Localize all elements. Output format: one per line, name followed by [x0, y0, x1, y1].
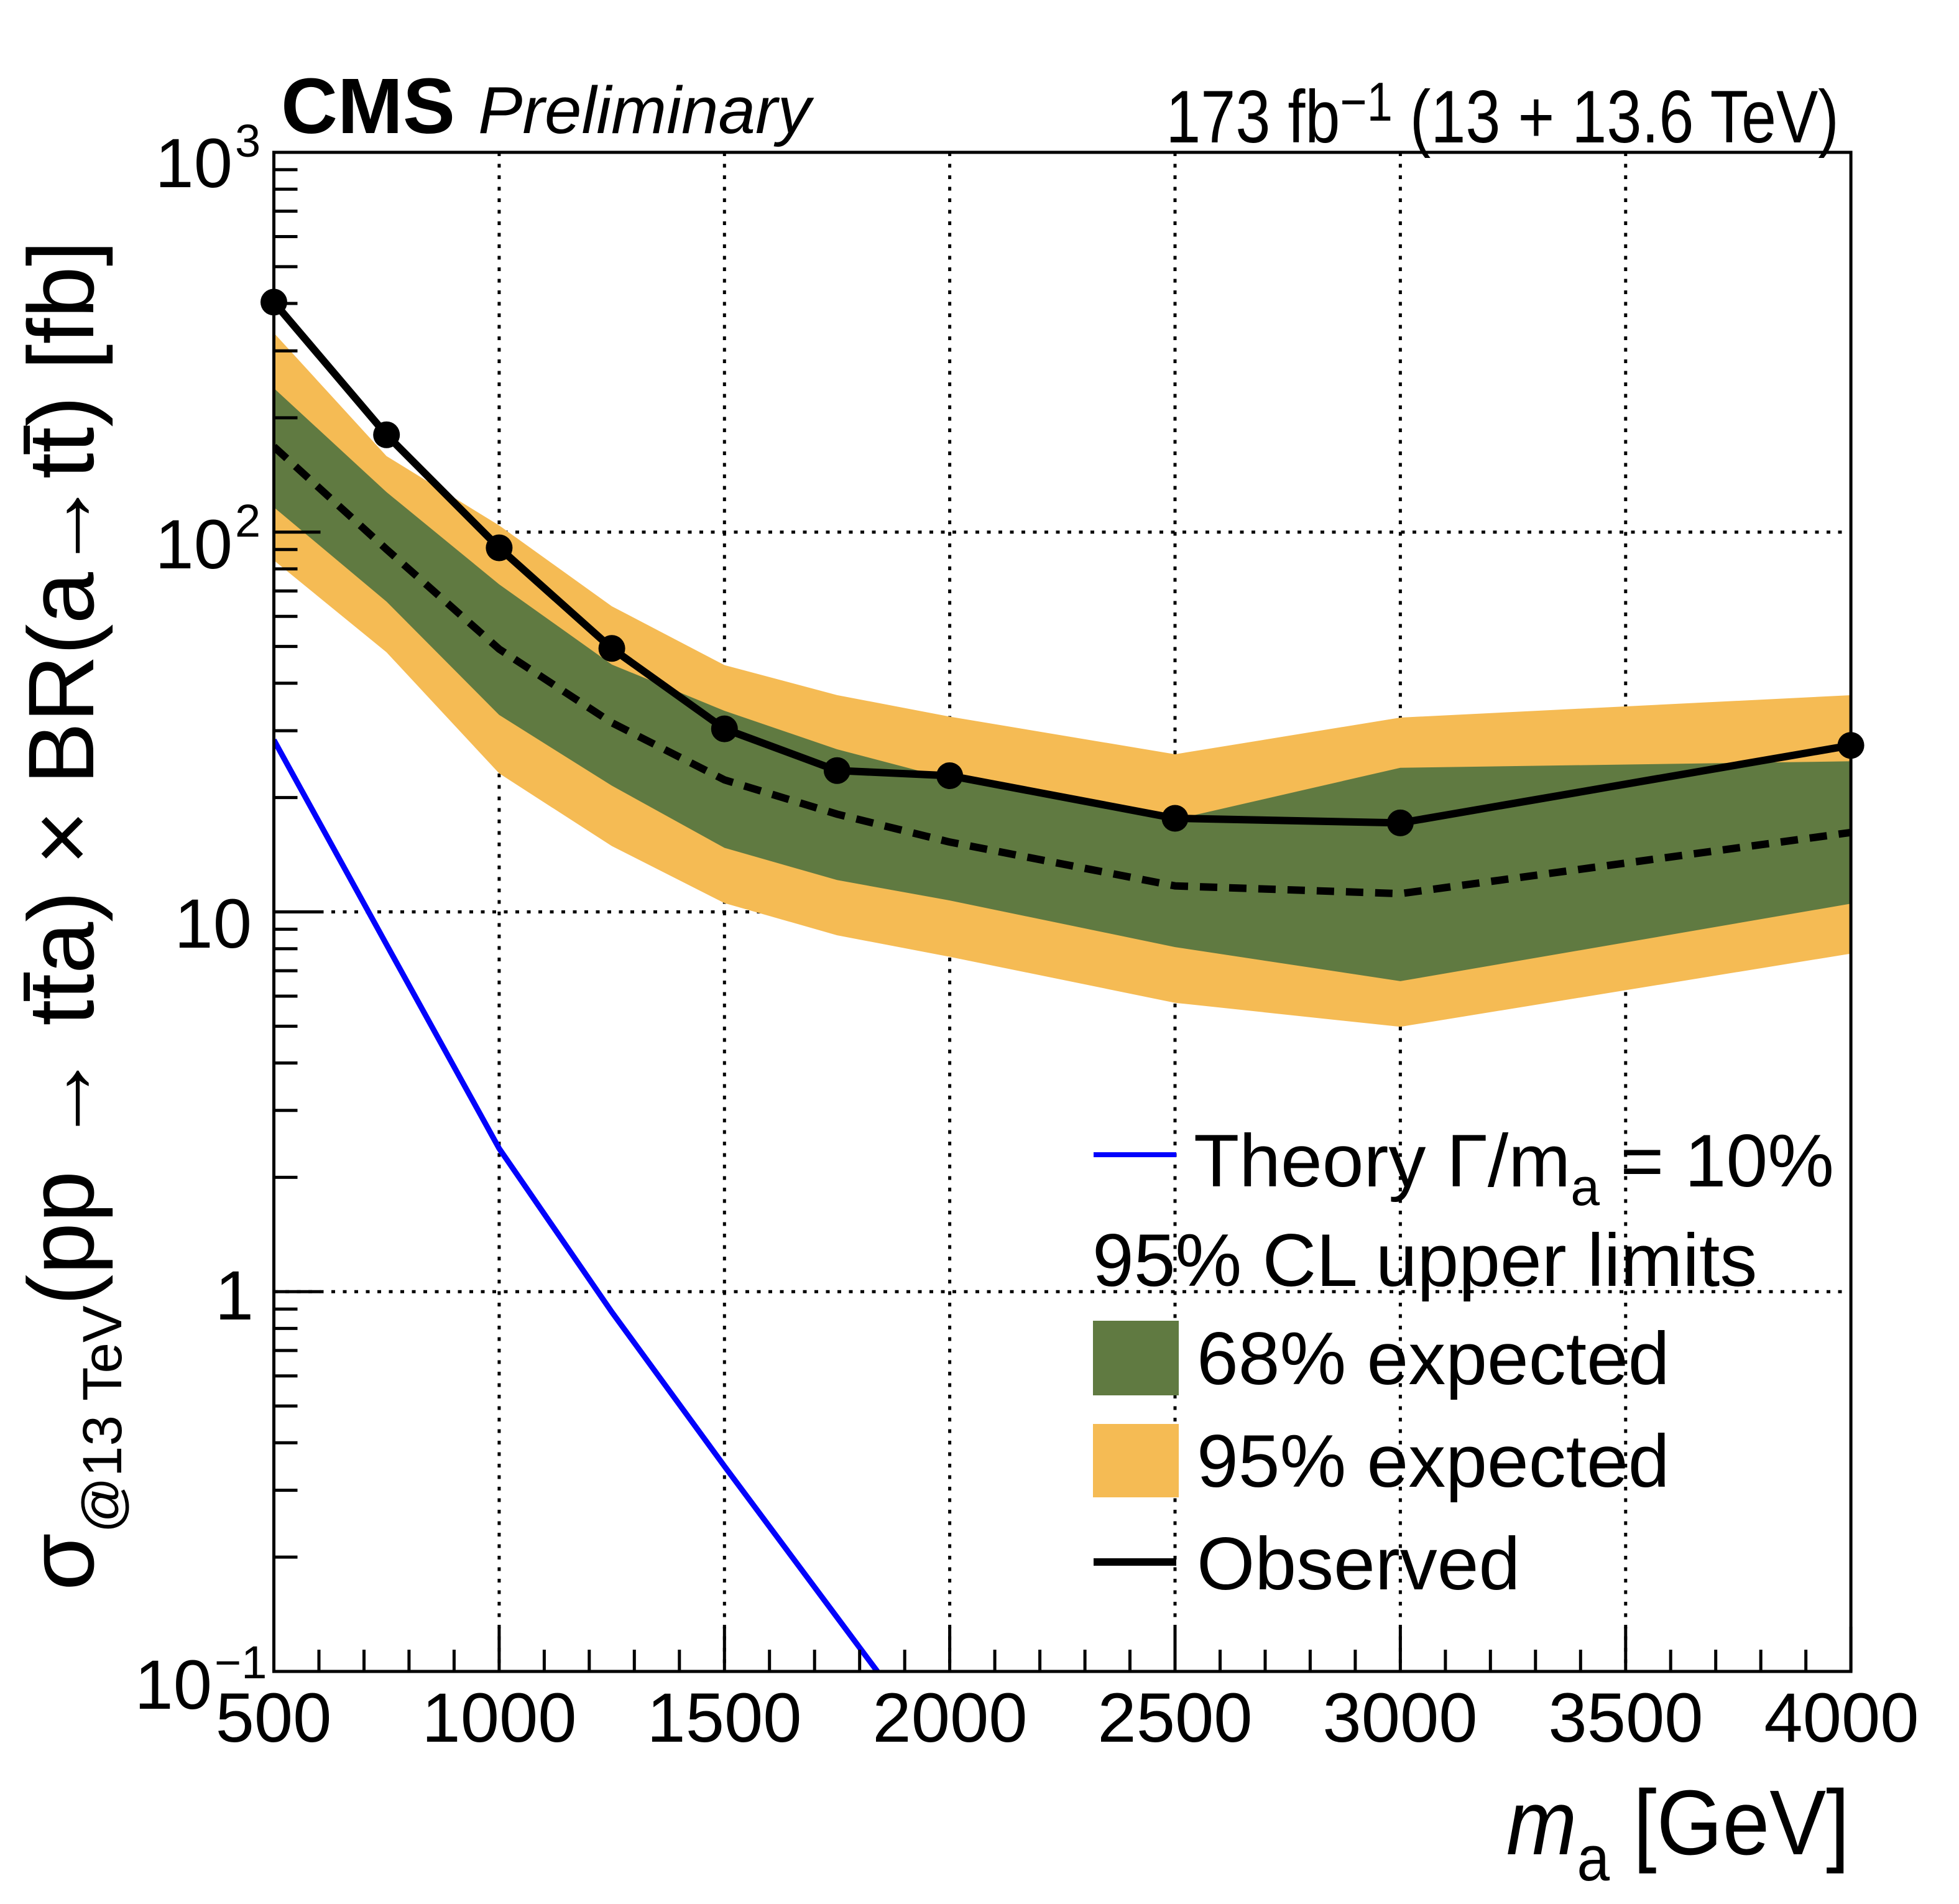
- svg-text:−1: −1: [214, 1637, 267, 1688]
- svg-text:Preliminary: Preliminary: [478, 73, 814, 147]
- svg-text:2500: 2500: [1097, 1679, 1252, 1757]
- svg-text:3: 3: [235, 115, 260, 167]
- svg-text:a: a: [1570, 1158, 1600, 1216]
- svg-text:[GeV]: [GeV]: [1633, 1772, 1850, 1874]
- svg-text:Theory Γ/m: Theory Γ/m: [1194, 1119, 1570, 1203]
- svg-text:2000: 2000: [872, 1679, 1027, 1757]
- svg-text:@13 TeV: @13 TeV: [71, 1306, 133, 1533]
- svg-text:→: →: [9, 479, 113, 572]
- svg-text:1000: 1000: [422, 1679, 576, 1757]
- svg-text:[fb]: [fb]: [9, 241, 113, 370]
- svg-text:10: 10: [155, 506, 233, 583]
- svg-text:Observed: Observed: [1197, 1522, 1520, 1606]
- svg-text:1: 1: [215, 1257, 254, 1334]
- svg-text:4000: 4000: [1764, 1679, 1919, 1757]
- svg-text:−1: −1: [1340, 72, 1393, 133]
- svg-text:(13 + 13.6 TeV): (13 + 13.6 TeV): [1410, 76, 1839, 159]
- svg-text:m: m: [1506, 1772, 1577, 1874]
- svg-text:3500: 3500: [1548, 1679, 1703, 1757]
- svg-text:10: 10: [134, 1646, 212, 1724]
- svg-text:68% expected: 68% expected: [1197, 1317, 1670, 1400]
- svg-text:BR(a: BR(a: [9, 571, 113, 784]
- svg-text:×: ×: [9, 810, 113, 865]
- svg-text:CMS: CMS: [281, 62, 455, 150]
- svg-text:95% expected: 95% expected: [1197, 1420, 1670, 1503]
- svg-text:a: a: [1577, 1822, 1610, 1894]
- svg-text:3000: 3000: [1322, 1679, 1477, 1757]
- svg-text:95% CL upper limits: 95% CL upper limits: [1092, 1219, 1757, 1302]
- svg-text:(pp: (pp: [9, 1171, 113, 1306]
- svg-text:σ: σ: [9, 1533, 113, 1591]
- svg-text:173 fb: 173 fb: [1166, 76, 1340, 159]
- svg-text:tta): tta): [9, 891, 113, 1026]
- svg-text:1500: 1500: [647, 1679, 801, 1757]
- svg-text:500: 500: [216, 1679, 332, 1757]
- svg-text:2: 2: [235, 495, 260, 547]
- svg-text:→: →: [9, 1051, 113, 1145]
- svg-text:10: 10: [174, 885, 252, 963]
- svg-text:= 10%: = 10%: [1620, 1119, 1834, 1203]
- svg-text:10: 10: [155, 124, 233, 202]
